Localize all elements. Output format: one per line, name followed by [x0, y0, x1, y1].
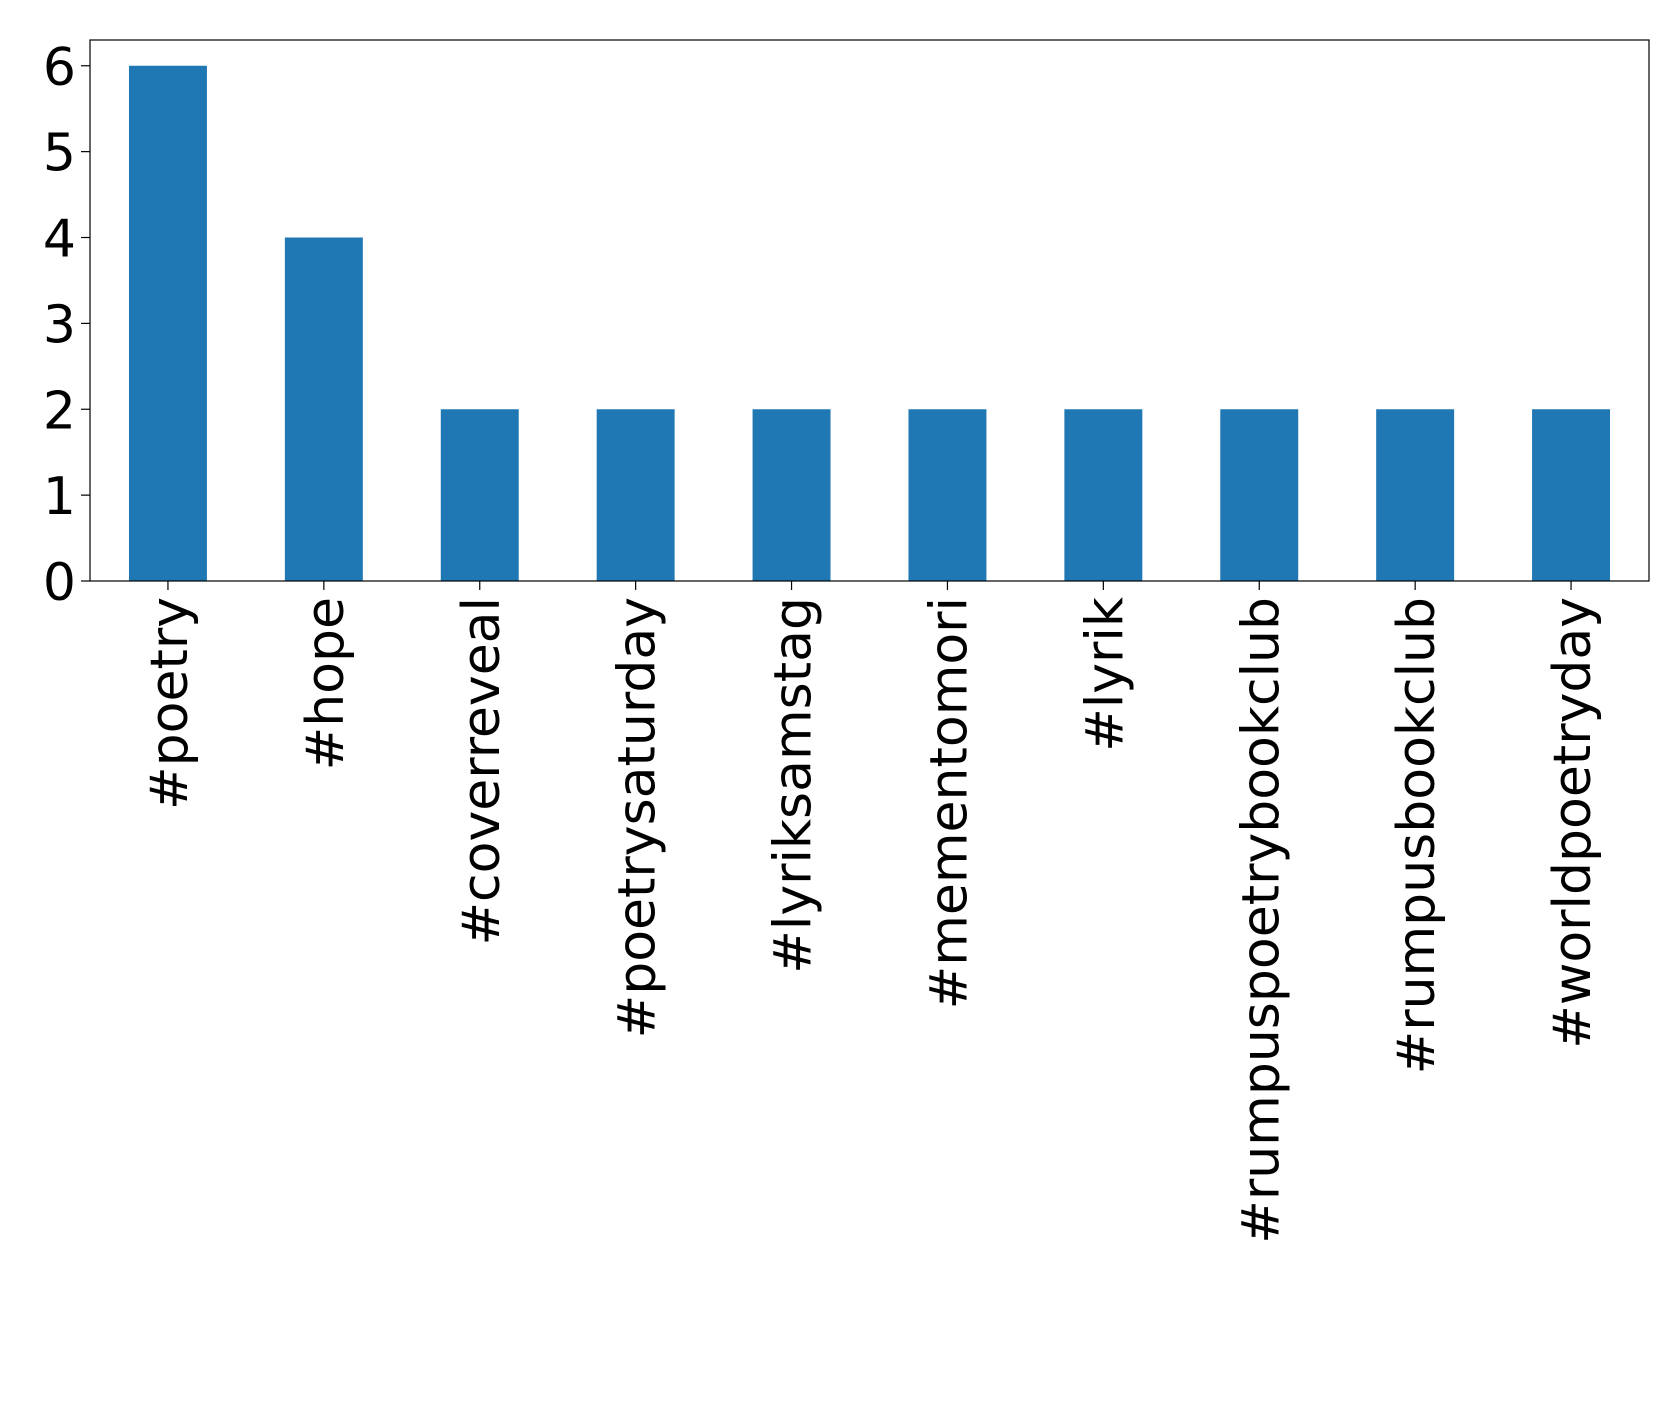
bar — [596, 409, 675, 581]
bar — [440, 409, 519, 581]
bar — [908, 409, 987, 581]
bar — [128, 65, 207, 581]
y-tick-label: 4 — [43, 210, 76, 270]
y-tick-label: 0 — [43, 553, 76, 613]
x-tick-label: #poetry — [140, 597, 200, 810]
x-tick-label: #poetrysaturday — [608, 597, 668, 1038]
bar — [1376, 409, 1455, 581]
x-tick-label: #mementomori — [919, 597, 979, 1009]
y-tick-label: 6 — [43, 38, 76, 98]
y-tick-label: 5 — [43, 124, 76, 184]
x-tick-label: #lyriksamstag — [764, 597, 824, 974]
x-tick-label: #hope — [296, 597, 356, 770]
bar — [1532, 409, 1611, 581]
x-tick-label: #rumpuspoetrybookclub — [1231, 597, 1291, 1244]
y-tick-label: 3 — [43, 295, 76, 355]
x-tick-label: #lyrik — [1075, 597, 1135, 752]
x-tick-label: #coverreveal — [452, 597, 512, 946]
y-tick-label: 1 — [43, 467, 76, 527]
bar — [1220, 409, 1299, 581]
bar — [752, 409, 831, 581]
x-tick-label: #rumpusbookclub — [1387, 597, 1447, 1074]
y-tick-label: 2 — [43, 381, 76, 441]
x-tick-label: #worldpoetryday — [1543, 597, 1603, 1049]
bar — [284, 237, 363, 581]
bar — [1064, 409, 1143, 581]
plot-frame — [89, 39, 1650, 582]
